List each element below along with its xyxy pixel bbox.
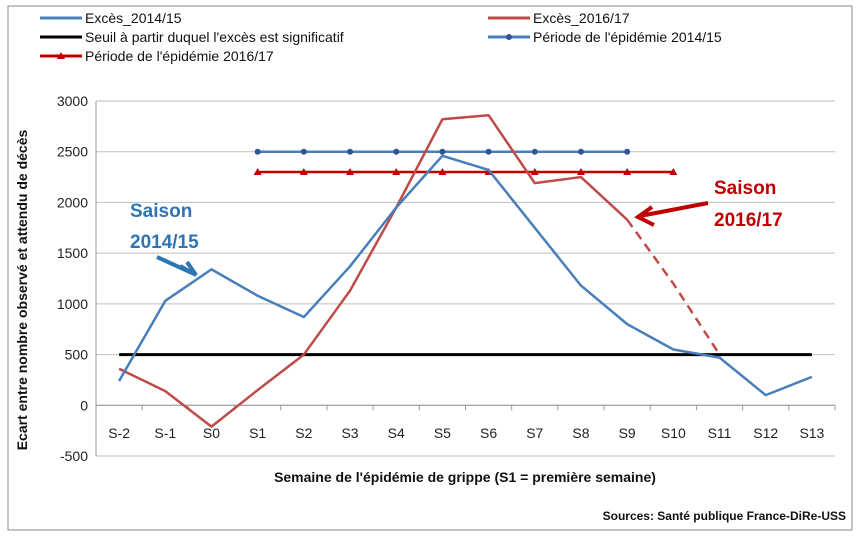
legend-marker [506,34,512,40]
annotation-2014-15: 2014/15 [130,232,199,253]
y-tick-label: -500 [60,448,88,464]
series-2016-17-line [118,113,629,428]
arrow-2016-17 [634,201,709,227]
x-axis-title: Semaine de l'épidémie de grippe (S1 = pr… [274,469,656,485]
period-2014-15-marker [439,148,446,155]
period-2014-15-marker [531,148,538,155]
period-2014-15-marker [300,148,307,155]
legend-label: Excès_2016/17 [533,10,630,26]
y-tick-label: 0 [80,397,88,413]
legend-label: Excès_2014/15 [85,10,182,26]
x-tick-label: S7 [526,425,543,441]
chart-border [7,5,853,531]
x-tick-label: S0 [203,425,220,441]
period-2016-17-marker [299,168,308,175]
period-2016-17-marker [576,168,585,175]
y-tick-label: 1500 [57,245,88,261]
x-tick-label: S11 [708,425,732,441]
x-tick-label: S-2 [108,425,130,441]
x-tick-label: S-1 [154,425,176,441]
period-2016-17-marker [392,168,401,175]
x-tick-label: S1 [249,425,266,441]
legend-label: Seuil à partir duquel l'excès est signif… [85,29,344,45]
legend-label: Période de l'épidémie 2014/15 [533,29,722,45]
source-note: Sources: Santé publique France-DiRe-USS [603,509,846,523]
x-tick-label: S10 [661,425,686,441]
series-2014-15-line [118,154,813,397]
period-2016-17-marker [253,168,262,175]
x-tick-label: S13 [799,425,824,441]
x-tick-label: S6 [480,425,497,441]
period-2014-15-marker [393,148,400,155]
arrow-2014-15 [156,255,198,277]
period-2014-15-marker [624,148,631,155]
x-tick-label: S4 [388,425,405,441]
x-tick-label: S5 [434,425,451,441]
period-2016-17-marker [346,168,355,175]
period-2016-17-marker [438,168,447,175]
x-tick-label: S9 [619,425,636,441]
y-tick-label: 1000 [57,296,88,312]
series-2016-17-projection [626,218,721,356]
legend-label: Période de l'épidémie 2016/17 [85,48,274,64]
x-tick-label: S2 [295,425,312,441]
annotation-2016-17: 2016/17 [714,210,783,231]
period-2014-15-marker [254,148,261,155]
period-2016-17-marker [530,168,539,175]
x-tick-label: S3 [341,425,358,441]
period-2014-15-marker [347,148,354,155]
period-2016-17-marker [669,168,678,175]
y-tick-label: 2000 [57,194,88,210]
period-2014-15-marker [485,148,492,155]
legend-marker [57,52,65,59]
y-tick-label: 500 [65,347,89,363]
y-axis-title: Ecart entre nombre observé et attendu de… [14,130,30,451]
annotation-2014-15: Saison [130,201,192,222]
x-tick-label: S8 [572,425,589,441]
x-tick-label: S12 [753,425,778,441]
annotation-2016-17: Saison [714,178,776,199]
period-2014-15-marker [577,148,584,155]
y-tick-label: 3000 [57,93,88,109]
period-2016-17-marker [623,168,632,175]
y-tick-label: 2500 [57,144,88,160]
